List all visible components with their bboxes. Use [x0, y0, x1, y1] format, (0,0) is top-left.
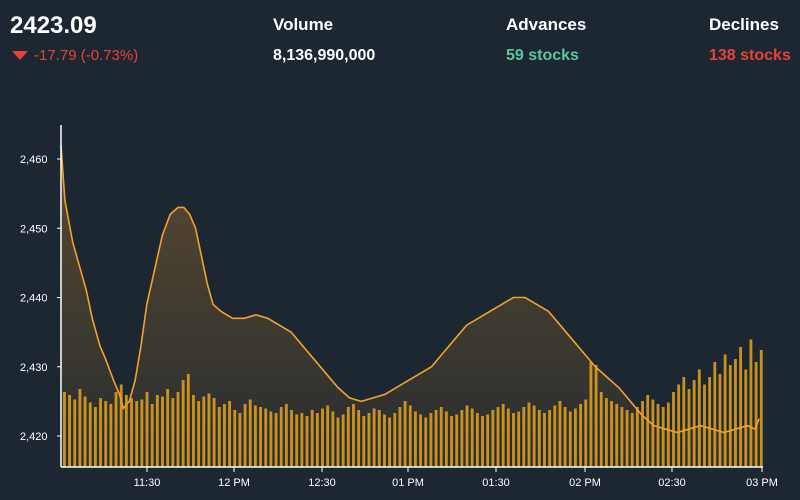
- volume-bar: [713, 362, 717, 467]
- declines-label: Declines: [709, 15, 779, 34]
- volume-bar: [703, 384, 706, 467]
- price-line: [60, 145, 760, 434]
- advances-label: Advances: [506, 15, 587, 34]
- volume-bar: [728, 365, 732, 467]
- x-tick-label: 02 PM: [569, 477, 601, 489]
- x-tick-label: 03 PM: [746, 477, 778, 489]
- volume-bar: [754, 362, 758, 467]
- volume-bar: [708, 377, 712, 467]
- volume-bar: [723, 354, 727, 467]
- x-tick-label: 12 PM: [218, 477, 250, 489]
- volume-label: Volume: [273, 15, 334, 34]
- y-tick-label: 2,430: [20, 362, 48, 374]
- volume-bar: [692, 380, 696, 467]
- volume-bar: [739, 347, 743, 467]
- price-area-fill: [61, 145, 760, 467]
- volume-bar: [687, 389, 691, 467]
- advances-value: 59 stocks: [506, 47, 579, 64]
- index-change: -17.79 (-0.73%): [12, 47, 138, 64]
- volume-value: 8,136,990,000: [273, 47, 376, 64]
- declines-value: 138 stocks: [709, 47, 791, 64]
- x-tick-label: 11:30: [134, 477, 161, 489]
- x-axis-ticks: 11:30 12 PM 12:30 01 PM 01:30 02 PM 02:30 03 PM: [134, 467, 778, 489]
- index-price: 2423.09: [10, 12, 97, 39]
- volume-bar: [697, 369, 701, 467]
- y-axis-ticks: 2,420 2,430 2,440 2,450 2,460: [20, 154, 61, 443]
- volume-bar: [759, 350, 763, 467]
- volume-bar: [734, 359, 737, 467]
- x-tick-label: 12:30: [308, 477, 336, 489]
- volume-bar: [749, 339, 753, 467]
- x-tick-label: 01 PM: [392, 477, 424, 489]
- volume-bar: [744, 369, 748, 467]
- down-triangle-icon: [12, 51, 28, 60]
- x-tick-label: 01:30: [482, 477, 510, 489]
- y-tick-label: 2,440: [20, 293, 48, 305]
- x-tick-label: 02:30: [658, 477, 686, 489]
- index-change-value: -17.79 (-0.73%): [34, 47, 139, 64]
- volume-bar: [682, 377, 686, 467]
- volume-bar: [718, 374, 722, 467]
- volume-bar: [672, 392, 675, 467]
- y-tick-label: 2,460: [20, 154, 48, 166]
- volume-bar: [677, 384, 681, 467]
- y-tick-label: 2,450: [20, 223, 48, 235]
- y-tick-label: 2,420: [20, 431, 48, 443]
